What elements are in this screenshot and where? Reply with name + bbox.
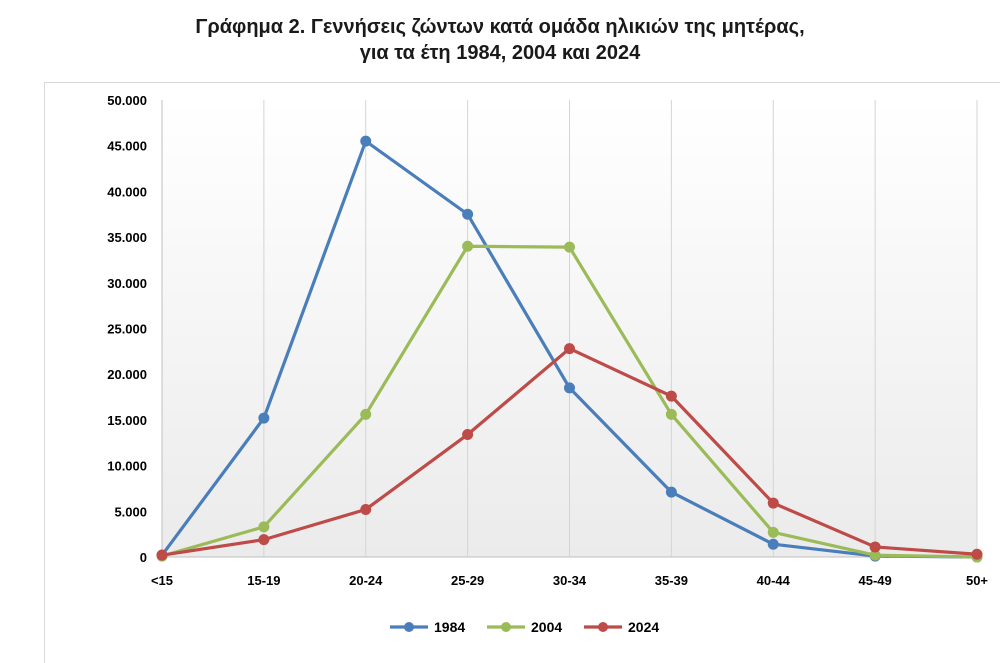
data-point — [156, 549, 168, 561]
legend-marker — [404, 622, 414, 632]
legend-item: 2004 — [487, 619, 562, 635]
legend-label: 2024 — [628, 619, 659, 635]
data-point — [462, 240, 474, 252]
data-point — [564, 343, 575, 355]
x-tick-label: <15 — [151, 573, 173, 588]
x-tick-label: 40-44 — [757, 573, 791, 588]
y-tick-label: 5.000 — [114, 504, 147, 519]
x-tick-label: 20-24 — [349, 573, 383, 588]
data-point — [258, 534, 270, 546]
y-tick-label: 35.000 — [107, 230, 147, 245]
y-tick-label: 15.000 — [107, 413, 147, 428]
x-tick-label: 35-39 — [655, 573, 688, 588]
y-tick-label: 25.000 — [107, 322, 147, 337]
data-point — [665, 408, 677, 420]
data-point — [462, 208, 474, 220]
y-tick-label: 10.000 — [107, 459, 147, 474]
data-point — [971, 548, 983, 560]
line-chart: 0 5.000 10.000 15.000 20.000 25.000 30.000 35.0… — [107, 93, 988, 635]
chart-title: Γράφημα 2. Γεννήσεις ζώντων κατά ομάδα η… — [0, 14, 1000, 66]
gridlines — [263, 100, 978, 557]
legend-item: 2024 — [584, 619, 659, 635]
data-point — [767, 538, 779, 550]
x-tick-label: 50+ — [966, 573, 988, 588]
data-point — [767, 497, 779, 509]
y-tick-label: 45.000 — [107, 139, 147, 154]
y-tick-label: 40.000 — [107, 184, 147, 199]
data-point — [767, 526, 779, 538]
data-point — [564, 382, 575, 394]
y-tick-label: 0 — [140, 550, 147, 565]
chart-title-line-1: Γράφημα 2. Γεννήσεις ζώντων κατά ομάδα η… — [195, 16, 805, 38]
legend-label: 2004 — [531, 619, 562, 635]
legend-item: 1984 — [390, 619, 465, 635]
data-point — [665, 486, 677, 498]
series-group — [156, 135, 983, 563]
y-tick-label: 30.000 — [107, 276, 147, 291]
data-point — [360, 503, 372, 515]
x-tick-label: 45-49 — [859, 573, 892, 588]
y-tick-label: 20.000 — [107, 367, 147, 382]
data-point — [869, 541, 881, 553]
data-point — [360, 408, 372, 420]
axes: 0 5.000 10.000 15.000 20.000 25.000 30.000 35.0… — [107, 93, 988, 588]
legend: 1984 2004 2024 — [390, 619, 659, 635]
data-point — [360, 135, 372, 147]
legend-marker — [501, 622, 511, 632]
x-tick-label: 25-29 — [451, 573, 484, 588]
chart-frame — [44, 82, 1000, 663]
y-tick-label: 50.000 — [107, 93, 147, 108]
data-point — [665, 390, 677, 402]
legend-label: 1984 — [434, 619, 465, 635]
legend-marker — [598, 622, 608, 632]
data-point — [564, 241, 575, 253]
data-point — [462, 429, 474, 441]
x-tick-label: 30-34 — [553, 573, 587, 588]
chart-title-line-2: για τα έτη 1984, 2004 και 2024 — [359, 42, 641, 64]
x-tick-label: 15-19 — [247, 573, 280, 588]
series-2024 — [156, 343, 983, 561]
data-point — [258, 521, 270, 533]
data-point — [258, 412, 270, 424]
